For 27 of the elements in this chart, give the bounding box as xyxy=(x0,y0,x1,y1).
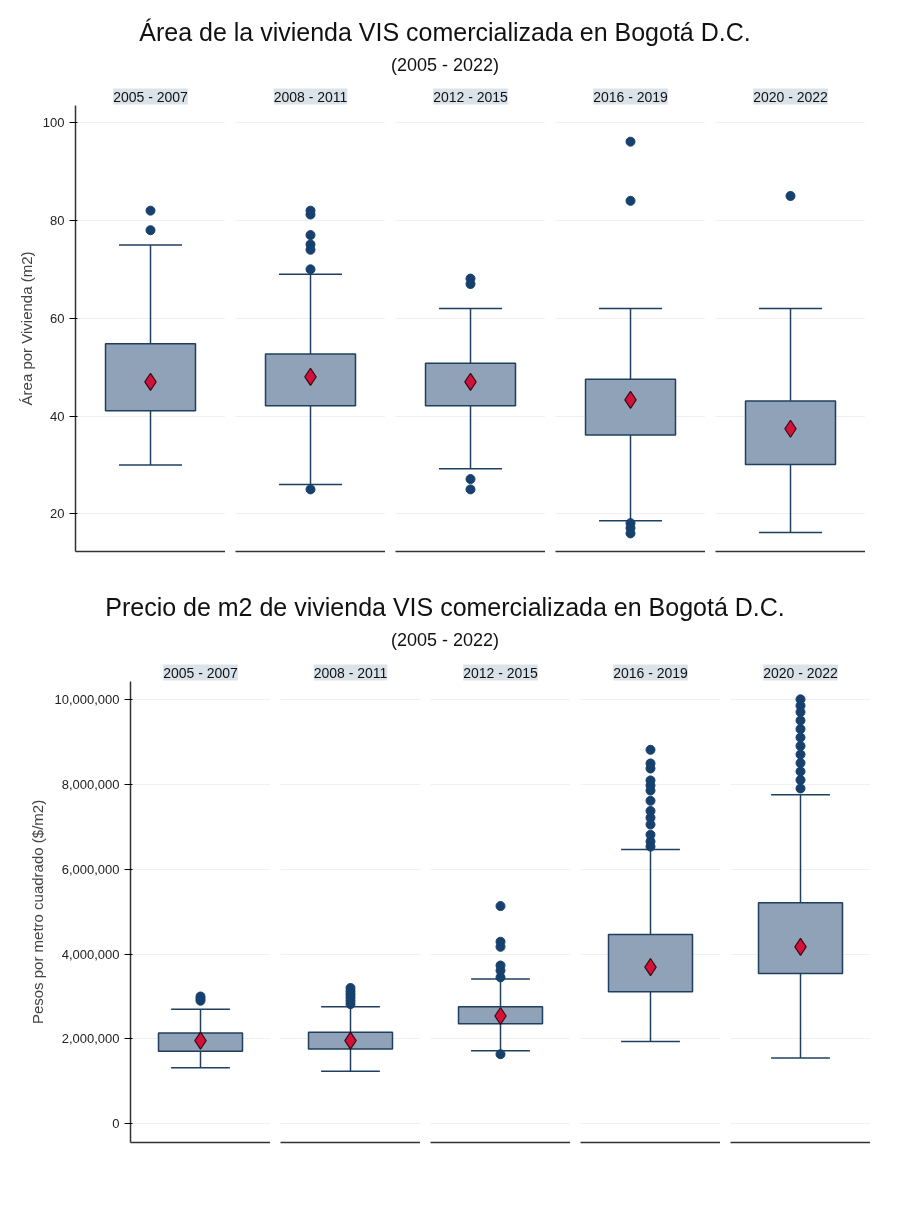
y-tick-label: 8,000,000 xyxy=(61,776,120,792)
y-tick-label: 80 xyxy=(50,213,65,229)
y-axis-title: Pesos por metro cuadrado ($/m2) xyxy=(29,799,47,1024)
x-tick-label: 2005 - 2007 xyxy=(113,88,189,105)
x-tick-label: 2020 - 2022 xyxy=(763,664,839,681)
y-tick-label: 20 xyxy=(50,506,65,522)
chart-subtitle: (2005 - 2022) xyxy=(389,629,501,653)
chart-title: Precio de m2 de vivienda VIS comercializada en Bogotá D.C. xyxy=(104,592,786,624)
y-tick-label: 4,000,000 xyxy=(61,946,120,962)
y-axis-title: Área por Vivienda (m2) xyxy=(17,251,35,406)
x-tick-label: 2005 - 2007 xyxy=(163,664,239,681)
chart-subtitle: (2005 - 2022) xyxy=(389,53,501,77)
chart-title: Área de la vivienda VIS comercializada en Bogotá D.C. xyxy=(138,17,752,48)
y-tick-label: 0 xyxy=(112,1116,120,1132)
x-tick-label: 2008 - 2011 xyxy=(273,88,348,105)
x-tick-label: 2016 - 2019 xyxy=(593,88,669,105)
y-tick-label: 10,000,000 xyxy=(54,691,120,707)
y-tick-label: 6,000,000 xyxy=(61,861,120,877)
x-tick-label: 2012 - 2015 xyxy=(463,664,539,681)
x-tick-label: 2008 - 2011 xyxy=(313,664,388,681)
x-tick-label: 2012 - 2015 xyxy=(433,88,509,105)
y-tick-label: 40 xyxy=(50,408,65,424)
y-tick-label: 100 xyxy=(42,115,65,131)
y-tick-label: 60 xyxy=(50,311,65,327)
y-tick-label: 2,000,000 xyxy=(61,1031,120,1047)
x-tick-label: 2020 - 2022 xyxy=(753,88,829,105)
x-tick-label: 2016 - 2019 xyxy=(613,664,689,681)
